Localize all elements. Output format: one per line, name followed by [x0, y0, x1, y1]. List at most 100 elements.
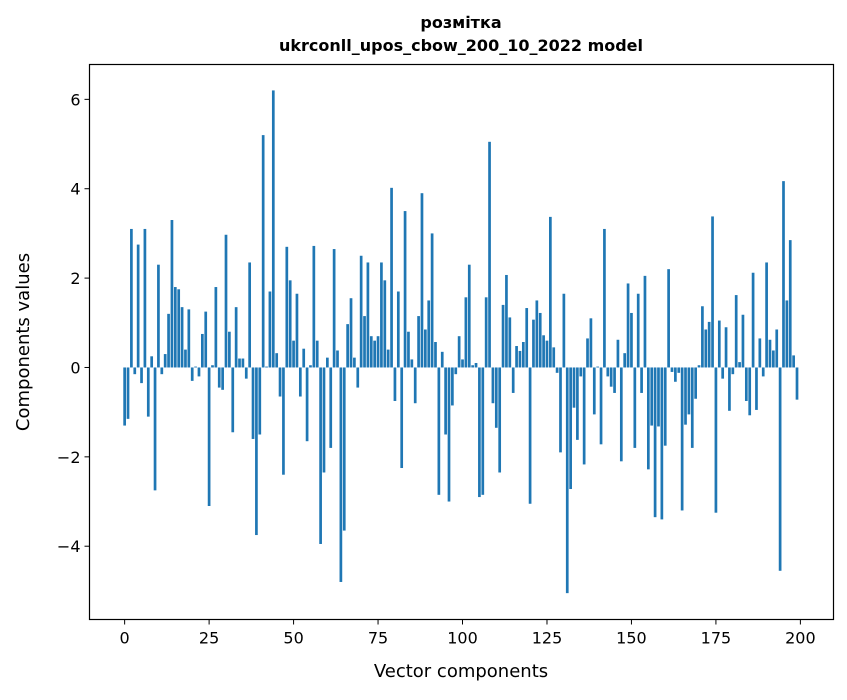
bar-108: [488, 141, 491, 368]
bar-38: [251, 367, 255, 439]
bar-30: [224, 234, 228, 368]
bar-90: [427, 300, 431, 368]
bar-197: [788, 240, 792, 368]
bar-65: [342, 367, 346, 531]
bar-77: [383, 280, 387, 368]
bar-150: [630, 312, 633, 368]
bar-155: [646, 367, 650, 470]
bar-178: [724, 327, 728, 368]
y-tick-label: −2: [57, 448, 81, 467]
bar-57: [315, 340, 319, 368]
bar-110: [494, 367, 498, 428]
bar-1: [126, 367, 130, 419]
bar-132: [569, 367, 572, 490]
bar-19: [187, 309, 191, 368]
bar-138: [589, 318, 593, 368]
bar-162: [670, 367, 674, 372]
bar-154: [643, 275, 647, 368]
bar-194: [778, 367, 782, 571]
bar-84: [407, 331, 410, 368]
bar-71: [363, 316, 366, 368]
bar-113: [505, 274, 508, 368]
bar-122: [535, 300, 539, 368]
bar-81: [396, 291, 400, 368]
bar-74: [373, 340, 377, 368]
bar-195: [782, 181, 785, 368]
bar-117: [518, 350, 522, 368]
bar-148: [623, 353, 627, 368]
y-tick-label: 4: [70, 180, 80, 199]
bar-192: [772, 350, 775, 368]
bar-94: [440, 351, 444, 368]
x-tick-label: 125: [532, 629, 563, 648]
bar-174: [711, 216, 714, 368]
bar-0: [123, 367, 126, 426]
bar-142: [603, 228, 606, 368]
bar-87: [417, 316, 420, 368]
bar-107: [484, 297, 488, 368]
bar-68: [353, 357, 356, 368]
y-tick-label: 6: [70, 90, 80, 109]
bar-109: [491, 367, 495, 404]
bar-31: [228, 331, 231, 368]
bar-47: [282, 367, 285, 475]
bar-52: [298, 367, 302, 397]
bar-186: [751, 272, 755, 368]
chart-title: розмітка: [420, 13, 501, 32]
bar-116: [515, 346, 518, 368]
bar-111: [498, 367, 502, 473]
bar-160: [663, 367, 667, 446]
bar-168: [690, 367, 694, 448]
bar-79: [390, 187, 393, 368]
bar-143: [606, 367, 610, 377]
bar-125: [545, 340, 549, 368]
chart-subtitle: ukrconll_upos_cbow_200_10_2022 model: [279, 36, 643, 55]
bar-66: [346, 324, 349, 368]
bar-41: [261, 135, 265, 368]
bar-91: [430, 233, 434, 368]
bar-123: [538, 312, 542, 368]
bar-20: [190, 367, 194, 381]
bar-8: [150, 356, 154, 368]
bar-28: [217, 367, 221, 388]
bar-124: [542, 335, 545, 368]
bar-48: [285, 246, 289, 368]
bar-36: [244, 367, 248, 379]
bar-40: [258, 367, 262, 435]
bar-199: [795, 367, 799, 400]
bar-187: [755, 367, 758, 410]
bar-76: [380, 262, 383, 368]
bar-193: [775, 329, 779, 368]
bar-103: [471, 365, 475, 368]
bar-95: [444, 367, 447, 435]
bar-72: [366, 262, 370, 368]
bar-78: [386, 349, 390, 368]
bar-7: [146, 367, 150, 417]
bar-85: [410, 359, 414, 368]
bar-11: [160, 367, 164, 375]
bar-46: [278, 367, 282, 397]
bar-198: [792, 355, 795, 368]
bar-190: [765, 262, 768, 368]
bar-34: [238, 358, 241, 368]
bar-25: [207, 367, 211, 506]
bar-58: [319, 367, 322, 544]
bar-118: [521, 342, 525, 368]
bar-129: [559, 367, 562, 453]
bar-171: [701, 306, 704, 368]
bar-42: [265, 366, 268, 368]
bar-43: [268, 291, 272, 368]
bar-179: [728, 367, 731, 411]
bar-13: [167, 313, 170, 368]
bar-184: [744, 367, 748, 401]
bar-153: [640, 367, 643, 393]
bar-4: [136, 244, 140, 368]
bar-136: [582, 367, 586, 465]
bar-100: [461, 359, 464, 368]
bar-44: [271, 90, 275, 368]
bar-114: [508, 317, 512, 368]
bar-61: [329, 367, 333, 448]
bar-115: [511, 367, 515, 393]
bar-18: [184, 349, 187, 368]
